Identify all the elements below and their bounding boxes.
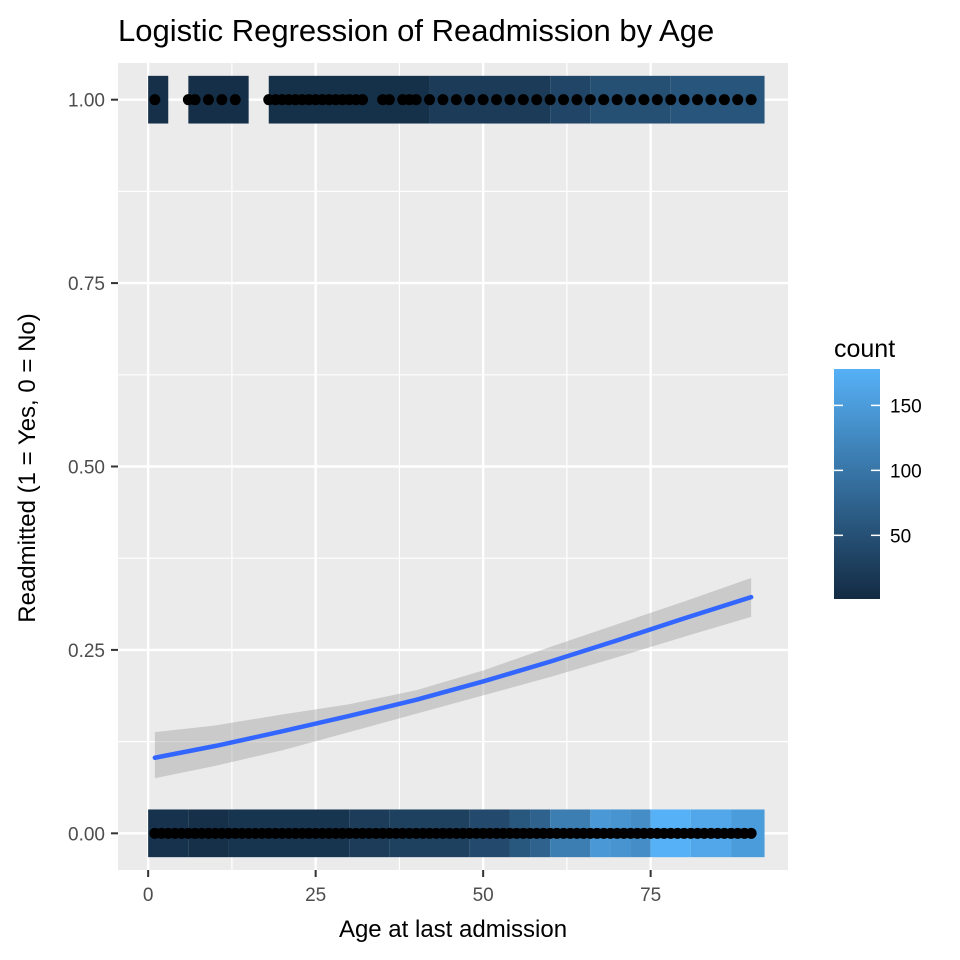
y-tick-label: 0.25 (68, 641, 105, 662)
bin-readmitted (550, 75, 591, 124)
point-readmitted (464, 94, 476, 106)
fit-curve (152, 594, 754, 761)
x-tick-label: 25 (305, 885, 326, 906)
point-readmitted (504, 94, 516, 106)
point-readmitted (732, 94, 744, 106)
point-readmitted (705, 94, 717, 106)
y-tick-label: 0.75 (68, 274, 105, 295)
point-readmitted (718, 94, 730, 106)
point-readmitted (517, 94, 529, 106)
y-tick-label: 1.00 (68, 91, 105, 112)
legend-title: count (834, 335, 895, 363)
point-readmitted (477, 94, 489, 106)
y-axis: 0.00 0.25 0.50 0.75 1.00 (68, 91, 118, 845)
point-readmitted (450, 94, 462, 106)
point-readmitted (410, 94, 422, 106)
point-readmitted (692, 94, 704, 106)
point-readmitted (611, 94, 623, 106)
point-readmitted (357, 94, 369, 106)
legend-tick-label: 50 (890, 526, 911, 547)
logistic-fit (152, 578, 754, 779)
data-points (149, 94, 757, 839)
point-readmitted (625, 94, 637, 106)
point-readmitted (638, 94, 650, 106)
point-readmitted (571, 94, 583, 106)
point-readmitted (678, 94, 690, 106)
point-readmitted (544, 94, 556, 106)
x-tick-label: 50 (473, 885, 494, 906)
legend-colorbar (834, 369, 880, 599)
point-readmitted (437, 94, 449, 106)
chart-title: Logistic Regression of Readmission by Ag… (118, 13, 714, 48)
point-readmitted (189, 94, 201, 106)
point-readmitted (745, 94, 757, 106)
point-not-readmitted (745, 827, 757, 839)
bin-readmitted (429, 75, 551, 124)
legend-tick-label: 100 (890, 461, 922, 482)
color-legend: count 50 100 150 (834, 335, 922, 599)
point-readmitted (651, 94, 663, 106)
x-axis-title: Age at last admission (339, 916, 567, 943)
point-readmitted (558, 94, 570, 106)
y-axis-title: Readmitted (1 = Yes, 0 = No) (14, 313, 41, 623)
point-readmitted (665, 94, 677, 106)
point-readmitted (491, 94, 503, 106)
x-tick-label: 0 (143, 885, 154, 906)
x-axis: 0 25 50 75 (143, 870, 661, 906)
point-readmitted (598, 94, 610, 106)
point-readmitted (229, 94, 241, 106)
legend-ticks: 50 100 150 (834, 396, 922, 547)
point-readmitted (383, 94, 395, 106)
point-readmitted (216, 94, 228, 106)
point-readmitted (202, 94, 214, 106)
legend-tick-label: 150 (890, 396, 922, 417)
x-tick-label: 75 (640, 885, 661, 906)
y-tick-label: 0.50 (68, 458, 105, 479)
point-readmitted (584, 94, 596, 106)
point-readmitted (149, 94, 161, 106)
point-readmitted (424, 94, 436, 106)
point-readmitted (531, 94, 543, 106)
y-tick-label: 0.00 (68, 824, 105, 845)
